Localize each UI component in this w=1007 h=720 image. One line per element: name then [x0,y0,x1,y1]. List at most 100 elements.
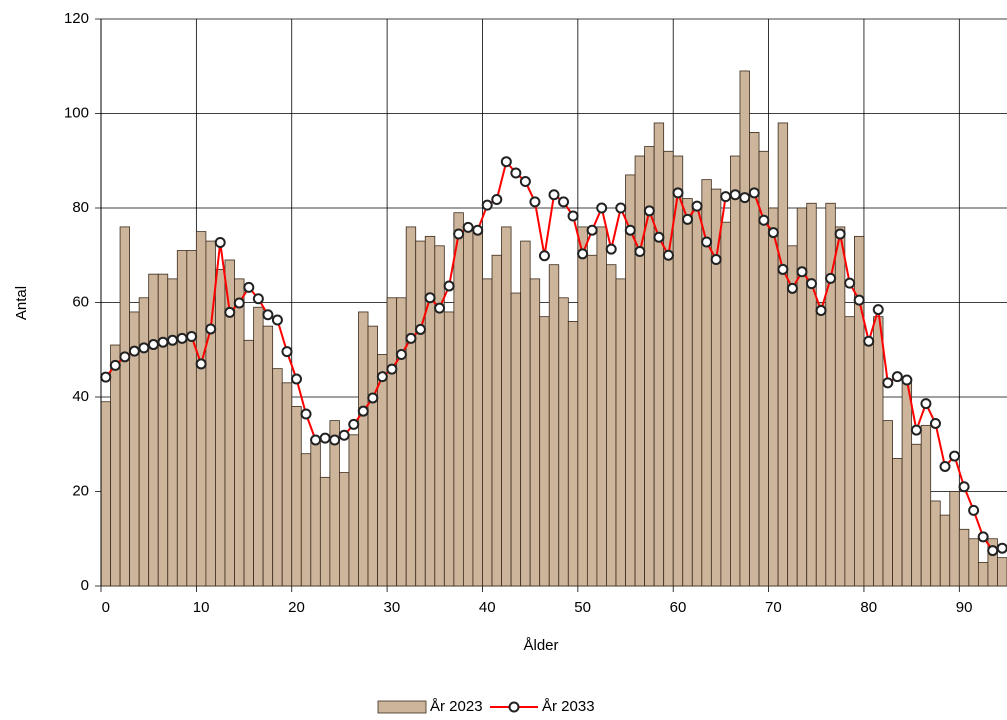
bar [968,538,979,587]
y-tick-label: 40 [72,388,89,405]
bar [930,500,941,587]
bar [110,344,121,587]
bar [720,221,731,587]
bar [882,420,893,587]
marker [224,306,236,318]
marker [548,189,560,201]
bar [539,316,550,587]
x-tick-label: 40 [479,599,496,616]
bar [796,207,808,587]
bar [806,202,817,587]
y-tick-label: 20 [72,482,89,499]
bar [300,453,312,587]
marker [767,227,779,239]
bar [195,231,207,587]
marker [395,348,407,360]
marker [310,434,322,446]
y-axis-title: Antal [13,286,30,320]
marker [577,248,589,260]
bar [892,458,903,587]
bar [596,226,607,587]
bar [977,561,989,587]
marker [586,224,598,236]
bar [424,235,436,587]
bar [586,254,598,587]
bar [386,297,398,587]
bar [501,226,512,587]
marker [300,408,312,420]
x-tick-label: 80 [860,599,877,616]
y-tick-label: 120 [64,10,89,27]
marker [138,342,150,354]
bar [606,264,617,587]
x-tick-label: 60 [670,599,687,616]
x-tick-label: 0 [102,599,110,616]
marker [844,277,856,289]
bar [949,491,960,587]
bar [730,155,741,587]
marker [291,373,303,385]
marker [443,280,455,292]
legend-label: År 2033 [542,698,595,715]
bar [567,320,579,587]
bar [310,439,321,587]
bar [558,297,569,587]
x-tick-label: 10 [193,599,210,616]
legend-swatch [377,700,427,714]
marker [100,371,112,383]
marker [567,210,579,222]
marker [834,228,846,240]
marker [605,243,617,255]
x-tick-label: 30 [384,599,401,616]
marker [786,282,798,294]
x-tick-label: 50 [574,599,591,616]
y-tick-label: 80 [72,199,89,216]
bar [358,311,369,587]
bar [176,250,188,587]
marker [929,417,941,429]
bar [873,316,884,587]
marker [910,424,922,436]
bar [482,278,493,587]
marker [329,434,341,446]
marker [758,214,770,226]
x-tick-label: 20 [288,599,305,616]
marker [825,272,837,284]
marker [672,187,684,199]
marker [119,351,131,363]
marker [796,266,808,278]
x-tick-label: 90 [956,599,973,616]
marker [424,292,436,304]
bar [691,207,703,587]
bar [777,122,789,587]
bar [148,273,159,587]
marker [176,332,188,344]
bar [367,325,378,587]
y-tick-label: 100 [64,104,89,121]
bar [167,278,178,587]
marker [147,339,159,351]
marker [128,345,140,357]
marker [596,202,608,214]
marker [777,263,789,275]
marker [996,542,1007,554]
marker [405,332,417,344]
bar [682,198,693,587]
bar [319,476,331,587]
legend-label: År 2023 [430,698,483,715]
marker [958,481,970,493]
marker [233,297,245,309]
bar [339,472,350,587]
bar [215,269,226,587]
marker [977,531,989,543]
marker [739,192,751,204]
marker [662,249,674,261]
y-tick-label: 0 [81,577,89,594]
marker [481,199,493,211]
y-tick-label: 60 [72,293,89,310]
bar [577,226,588,587]
marker [624,224,636,236]
bar [663,150,674,587]
marker [920,398,932,410]
bar [243,339,254,587]
